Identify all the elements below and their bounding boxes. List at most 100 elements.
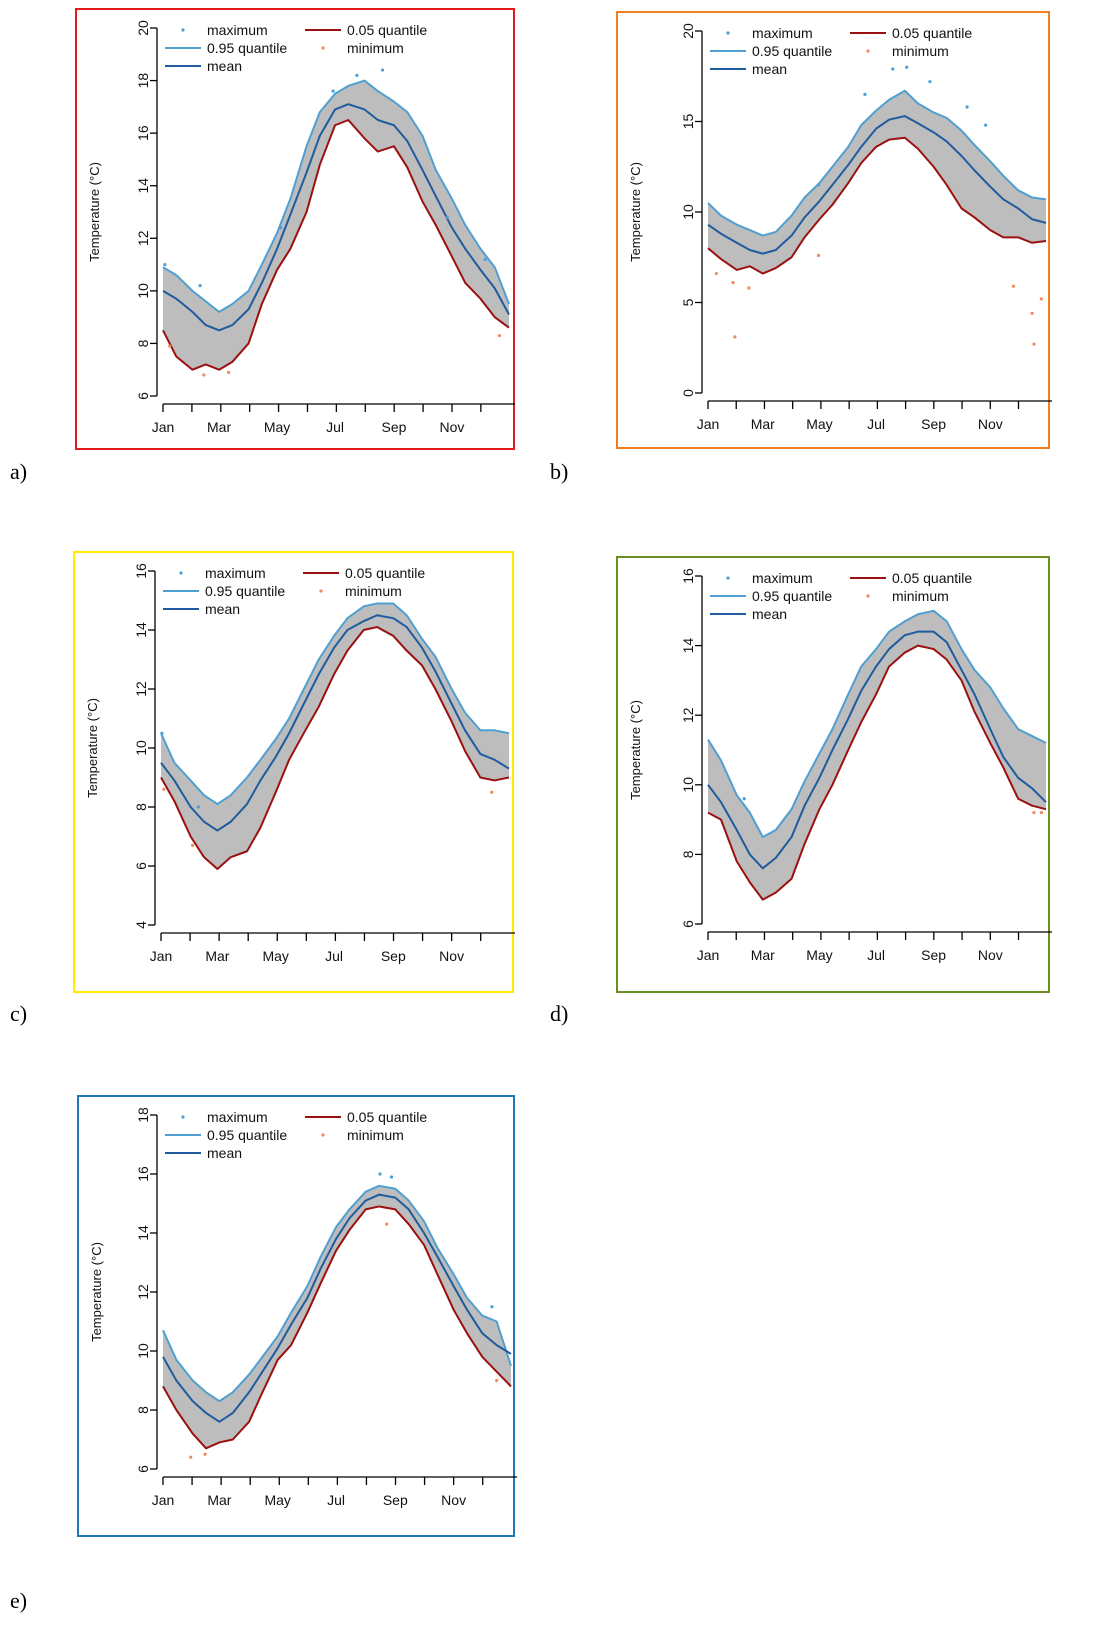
x-tick-label: May	[264, 419, 290, 435]
x-tick-label: May	[806, 947, 832, 963]
x-tick-label: Mar	[751, 947, 775, 963]
legend-dot-icon	[321, 46, 325, 50]
chart-e-svg: 6 8 10 12 14 16 18 Temperature (°C) Jan Mar May Jul…	[89, 1107, 517, 1508]
series-q05-line	[162, 1205, 512, 1450]
y-tick-label: 14	[135, 1225, 151, 1241]
y-axis-label: Temperature (°C)	[87, 162, 102, 262]
y-tick-label: 16	[135, 1166, 151, 1182]
x-tick-label: Jan	[150, 948, 173, 964]
minimum-point	[190, 843, 195, 847]
series-q05-line	[707, 136, 1047, 275]
x-tick-label: Mar	[207, 419, 231, 435]
maximum-point	[389, 1175, 394, 1179]
series-q05-line	[707, 644, 1047, 901]
y-tick-label: 18	[135, 1107, 151, 1123]
minimum-point	[203, 1452, 207, 1456]
legend-label: mean	[207, 1145, 242, 1161]
maximum-point	[928, 80, 932, 84]
x-tick-label: May	[264, 1492, 290, 1508]
legend-label: minimum	[892, 43, 949, 59]
legend-label: 0.95 quantile	[752, 588, 832, 604]
caption-d: d)	[550, 1001, 569, 1026]
minimum-point	[714, 271, 718, 276]
minimum-point	[226, 370, 231, 374]
series-mean-line	[707, 630, 1047, 870]
chart-b-svg: 0 5 10 15 20 Temperature (°C) Jan Mar May Jul Sep N…	[628, 23, 1052, 432]
x-tick-label: Mar	[205, 948, 229, 964]
x-tick-label: Sep	[383, 1492, 408, 1508]
minimum-point	[733, 335, 737, 339]
legend-label: maximum	[207, 22, 268, 38]
legend-label: 0.05 quantile	[347, 22, 427, 38]
legend-dot-icon	[181, 1115, 185, 1119]
minimum-point	[747, 286, 751, 290]
y-tick-label: 6	[135, 392, 151, 400]
x-tick-label: Sep	[381, 948, 406, 964]
maximum-point	[816, 183, 821, 187]
maximum-point	[378, 1172, 382, 1176]
series-q95-line	[160, 602, 510, 806]
minimum-point	[202, 373, 206, 377]
series-mean-line	[162, 103, 510, 332]
x-tick-label: May	[262, 948, 288, 964]
minimum-point	[162, 787, 166, 791]
legend-label: mean	[752, 606, 787, 622]
minimum-point	[495, 1378, 499, 1383]
x-tick-label: Jul	[325, 948, 343, 964]
chart-a-svg: 6 8 10 12 14 16 18 20 Temperature (°C) Jan Mar May J…	[87, 20, 515, 435]
minimum-point	[168, 344, 172, 348]
y-tick-label: 8	[680, 850, 696, 858]
band-90pct	[163, 1185, 511, 1449]
y-tick-label: 12	[680, 707, 696, 723]
legend-label: minimum	[347, 1127, 404, 1143]
x-tick-label: Nov	[440, 419, 465, 435]
y-tick-label: 5	[680, 298, 696, 306]
x-tick-label: Nov	[978, 947, 1003, 963]
x-tick-label: Jan	[152, 1492, 175, 1508]
minimum-point	[497, 333, 502, 338]
x-tick-label: Jan	[697, 416, 720, 432]
y-axis-label: Temperature (°C)	[628, 162, 643, 262]
minimum-point	[490, 790, 494, 794]
y-tick-label: 15	[680, 114, 696, 130]
legend-dot-icon	[181, 28, 185, 32]
legend-label: 0.95 quantile	[207, 1127, 287, 1143]
minimum-point	[385, 1222, 389, 1226]
series-q95-line	[707, 609, 1047, 838]
band-90pct	[708, 90, 1046, 274]
maximum-point	[891, 67, 895, 71]
maximum-point	[742, 797, 746, 801]
minimum-point	[1032, 342, 1036, 346]
x-tick-label: Jul	[326, 419, 344, 435]
y-tick-label: 20	[680, 23, 696, 39]
x-tick-label: Nov	[439, 948, 464, 964]
y-tick-label: 16	[680, 568, 696, 584]
x-tick-label: Jan	[697, 947, 720, 963]
minimum-point	[816, 253, 821, 258]
legend-label: maximum	[752, 25, 813, 41]
x-tick-label: Sep	[921, 416, 946, 432]
y-axis-label: Temperature (°C)	[628, 700, 643, 800]
legend-label: maximum	[205, 565, 266, 581]
y-tick-label: 4	[133, 921, 149, 929]
x-tick-label: Nov	[978, 416, 1003, 432]
series-q05-line	[162, 119, 510, 371]
band-90pct	[708, 610, 1046, 900]
maximum-point	[163, 262, 167, 267]
y-tick-label: 14	[135, 178, 151, 194]
series-q95-line	[162, 1184, 512, 1403]
chart-panel-e: 6 8 10 12 14 16 18 Temperature (°C) Jan Mar May Jul…	[77, 1095, 517, 1537]
maximum-point	[863, 92, 867, 96]
legend-dot-icon	[179, 571, 183, 575]
minimum-point	[1039, 297, 1043, 301]
maximum-point	[490, 1305, 494, 1309]
maximum-point	[279, 226, 283, 230]
y-tick-label: 10	[135, 1343, 151, 1359]
legend-label: minimum	[345, 583, 402, 599]
x-tick-label: Jul	[327, 1492, 345, 1508]
x-tick-label: Nov	[441, 1492, 466, 1508]
legend-dot-icon	[866, 594, 870, 598]
legend-label: mean	[207, 58, 242, 74]
chart-panel-d: 6 8 10 12 14 16 Temperature (°C) Jan Mar May Jul Se…	[616, 556, 1052, 993]
y-tick-label: 16	[135, 125, 151, 141]
